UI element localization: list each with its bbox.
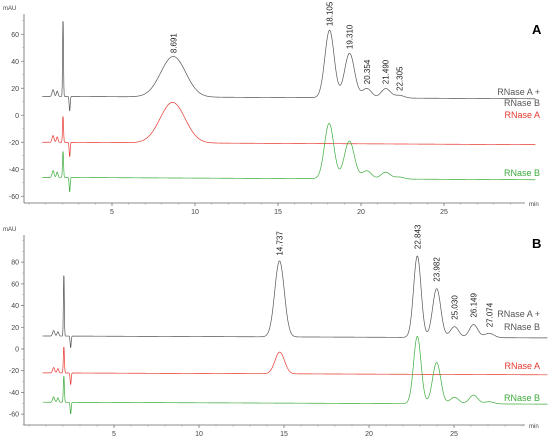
panel-letter: A (532, 22, 542, 37)
peak-label: 18.105 (326, 1, 335, 26)
y-tick-label: -20 (9, 368, 19, 375)
y-tick-label: -40 (9, 390, 19, 397)
trace-rnase-b (42, 123, 536, 192)
peak-label: 23.982 (433, 257, 442, 282)
series-label-line2: RNase B (504, 322, 540, 332)
x-tick-label: 15 (274, 209, 282, 216)
series-label: RNase A + (497, 309, 540, 319)
y-tick-label: 0 (15, 113, 19, 120)
x-axis-unit: min (529, 202, 539, 208)
y-tick-label: 20 (11, 86, 19, 93)
x-axis-unit: min (529, 424, 539, 430)
y-tick-label: -40 (9, 167, 19, 174)
y-tick-label: -60 (9, 194, 19, 201)
chart-panel-b: mAU min -60 -40 -20 0 20 40 60 80 5 10 15 20 25 RNase A… (3, 224, 548, 438)
peak-label: 20.354 (363, 59, 372, 84)
y-tick-label: -20 (9, 140, 19, 147)
y-tick-label: 60 (11, 281, 19, 288)
series-label: RNase A + (497, 87, 540, 97)
x-tick-label: 15 (280, 431, 288, 438)
peak-label: 22.843 (413, 224, 422, 249)
y-tick-label: 40 (11, 59, 19, 66)
trace-rnase-a (42, 255, 548, 348)
peak-label: 25.030 (451, 295, 460, 320)
y-tick-label: 60 (11, 32, 19, 39)
x-tick-label: 20 (357, 209, 365, 216)
y-tick-label: 80 (11, 260, 19, 267)
series-label: RNase A (504, 361, 540, 371)
peak-label: 27.074 (485, 302, 494, 327)
peak-label: 8.691 (169, 33, 178, 54)
x-tick-label: 5 (112, 431, 116, 438)
series-label: RNase B (504, 393, 540, 403)
y-axis-unit: mAU (3, 6, 16, 12)
x-tick-label: 5 (110, 209, 114, 216)
y-axis-unit: mAU (3, 227, 16, 233)
series-label: RNase B (504, 168, 540, 178)
y-tick-label: 20 (11, 325, 19, 332)
peak-label: 26.149 (470, 292, 479, 317)
trace-rnase-a (42, 346, 548, 385)
x-tick-label: 25 (440, 209, 448, 216)
x-tick-label: 10 (195, 431, 203, 438)
trace-rnase-b (42, 335, 548, 414)
peak-label: 22.305 (395, 66, 404, 91)
y-tick-label: 0 (15, 347, 19, 354)
x-tick-label: 25 (450, 431, 458, 438)
y-tick-label: 40 (11, 303, 19, 310)
peak-label: 14.737 (276, 231, 285, 256)
chart-panel-a: mAU min -60 -40 -20 0 20 40 60 5 10 15 20 25 RNase A +… (3, 1, 542, 216)
x-tick-label: 10 (191, 209, 199, 216)
peak-label: 19.310 (346, 24, 355, 49)
y-tick-label: -60 (9, 412, 19, 419)
peak-label: 21.490 (382, 59, 391, 84)
trace-rnase-a (42, 102, 536, 157)
x-tick-label: 20 (365, 431, 373, 438)
trace-rnase-a (42, 21, 536, 111)
panel-letter: B (532, 236, 541, 251)
series-label-line2: RNase B (504, 98, 540, 108)
series-label: RNase A (504, 110, 540, 120)
